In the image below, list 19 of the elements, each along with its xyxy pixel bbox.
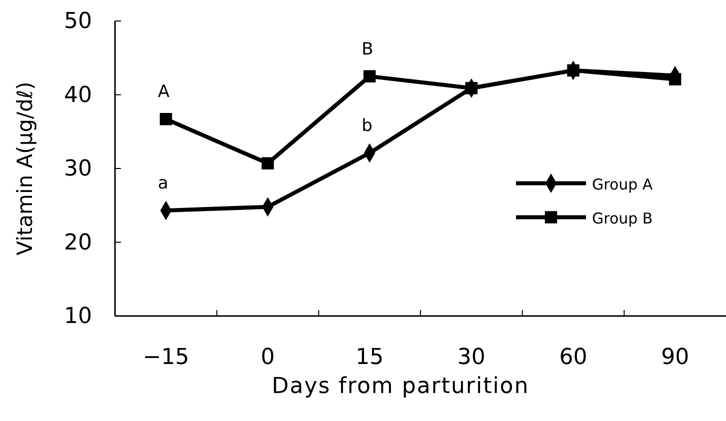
x-tick-label: 15 <box>356 345 384 370</box>
annotation: a <box>158 174 168 194</box>
annotation: A <box>158 82 170 102</box>
y-tick-label: 40 <box>64 82 92 108</box>
x-tick-label: 30 <box>457 345 486 370</box>
legend-label: Group B <box>592 209 653 228</box>
x-axis-title: Days from parturition <box>272 374 530 399</box>
legend-label: Group A <box>592 175 654 194</box>
y-tick-label: 50 <box>64 9 92 34</box>
y-tick-label: 10 <box>64 304 92 330</box>
x-tick-label: 60 <box>559 345 588 370</box>
annotation: b <box>362 116 372 136</box>
x-tick-label: 90 <box>661 345 690 370</box>
y-tick-label: 30 <box>64 156 92 182</box>
y-axis-title: Vitamin A(μg/dℓ) <box>13 82 37 256</box>
annotation: B <box>362 39 374 60</box>
x-tick-label: −15 <box>142 345 190 370</box>
x-tick-label: 0 <box>260 345 275 370</box>
y-tick-label: 20 <box>64 230 92 256</box>
